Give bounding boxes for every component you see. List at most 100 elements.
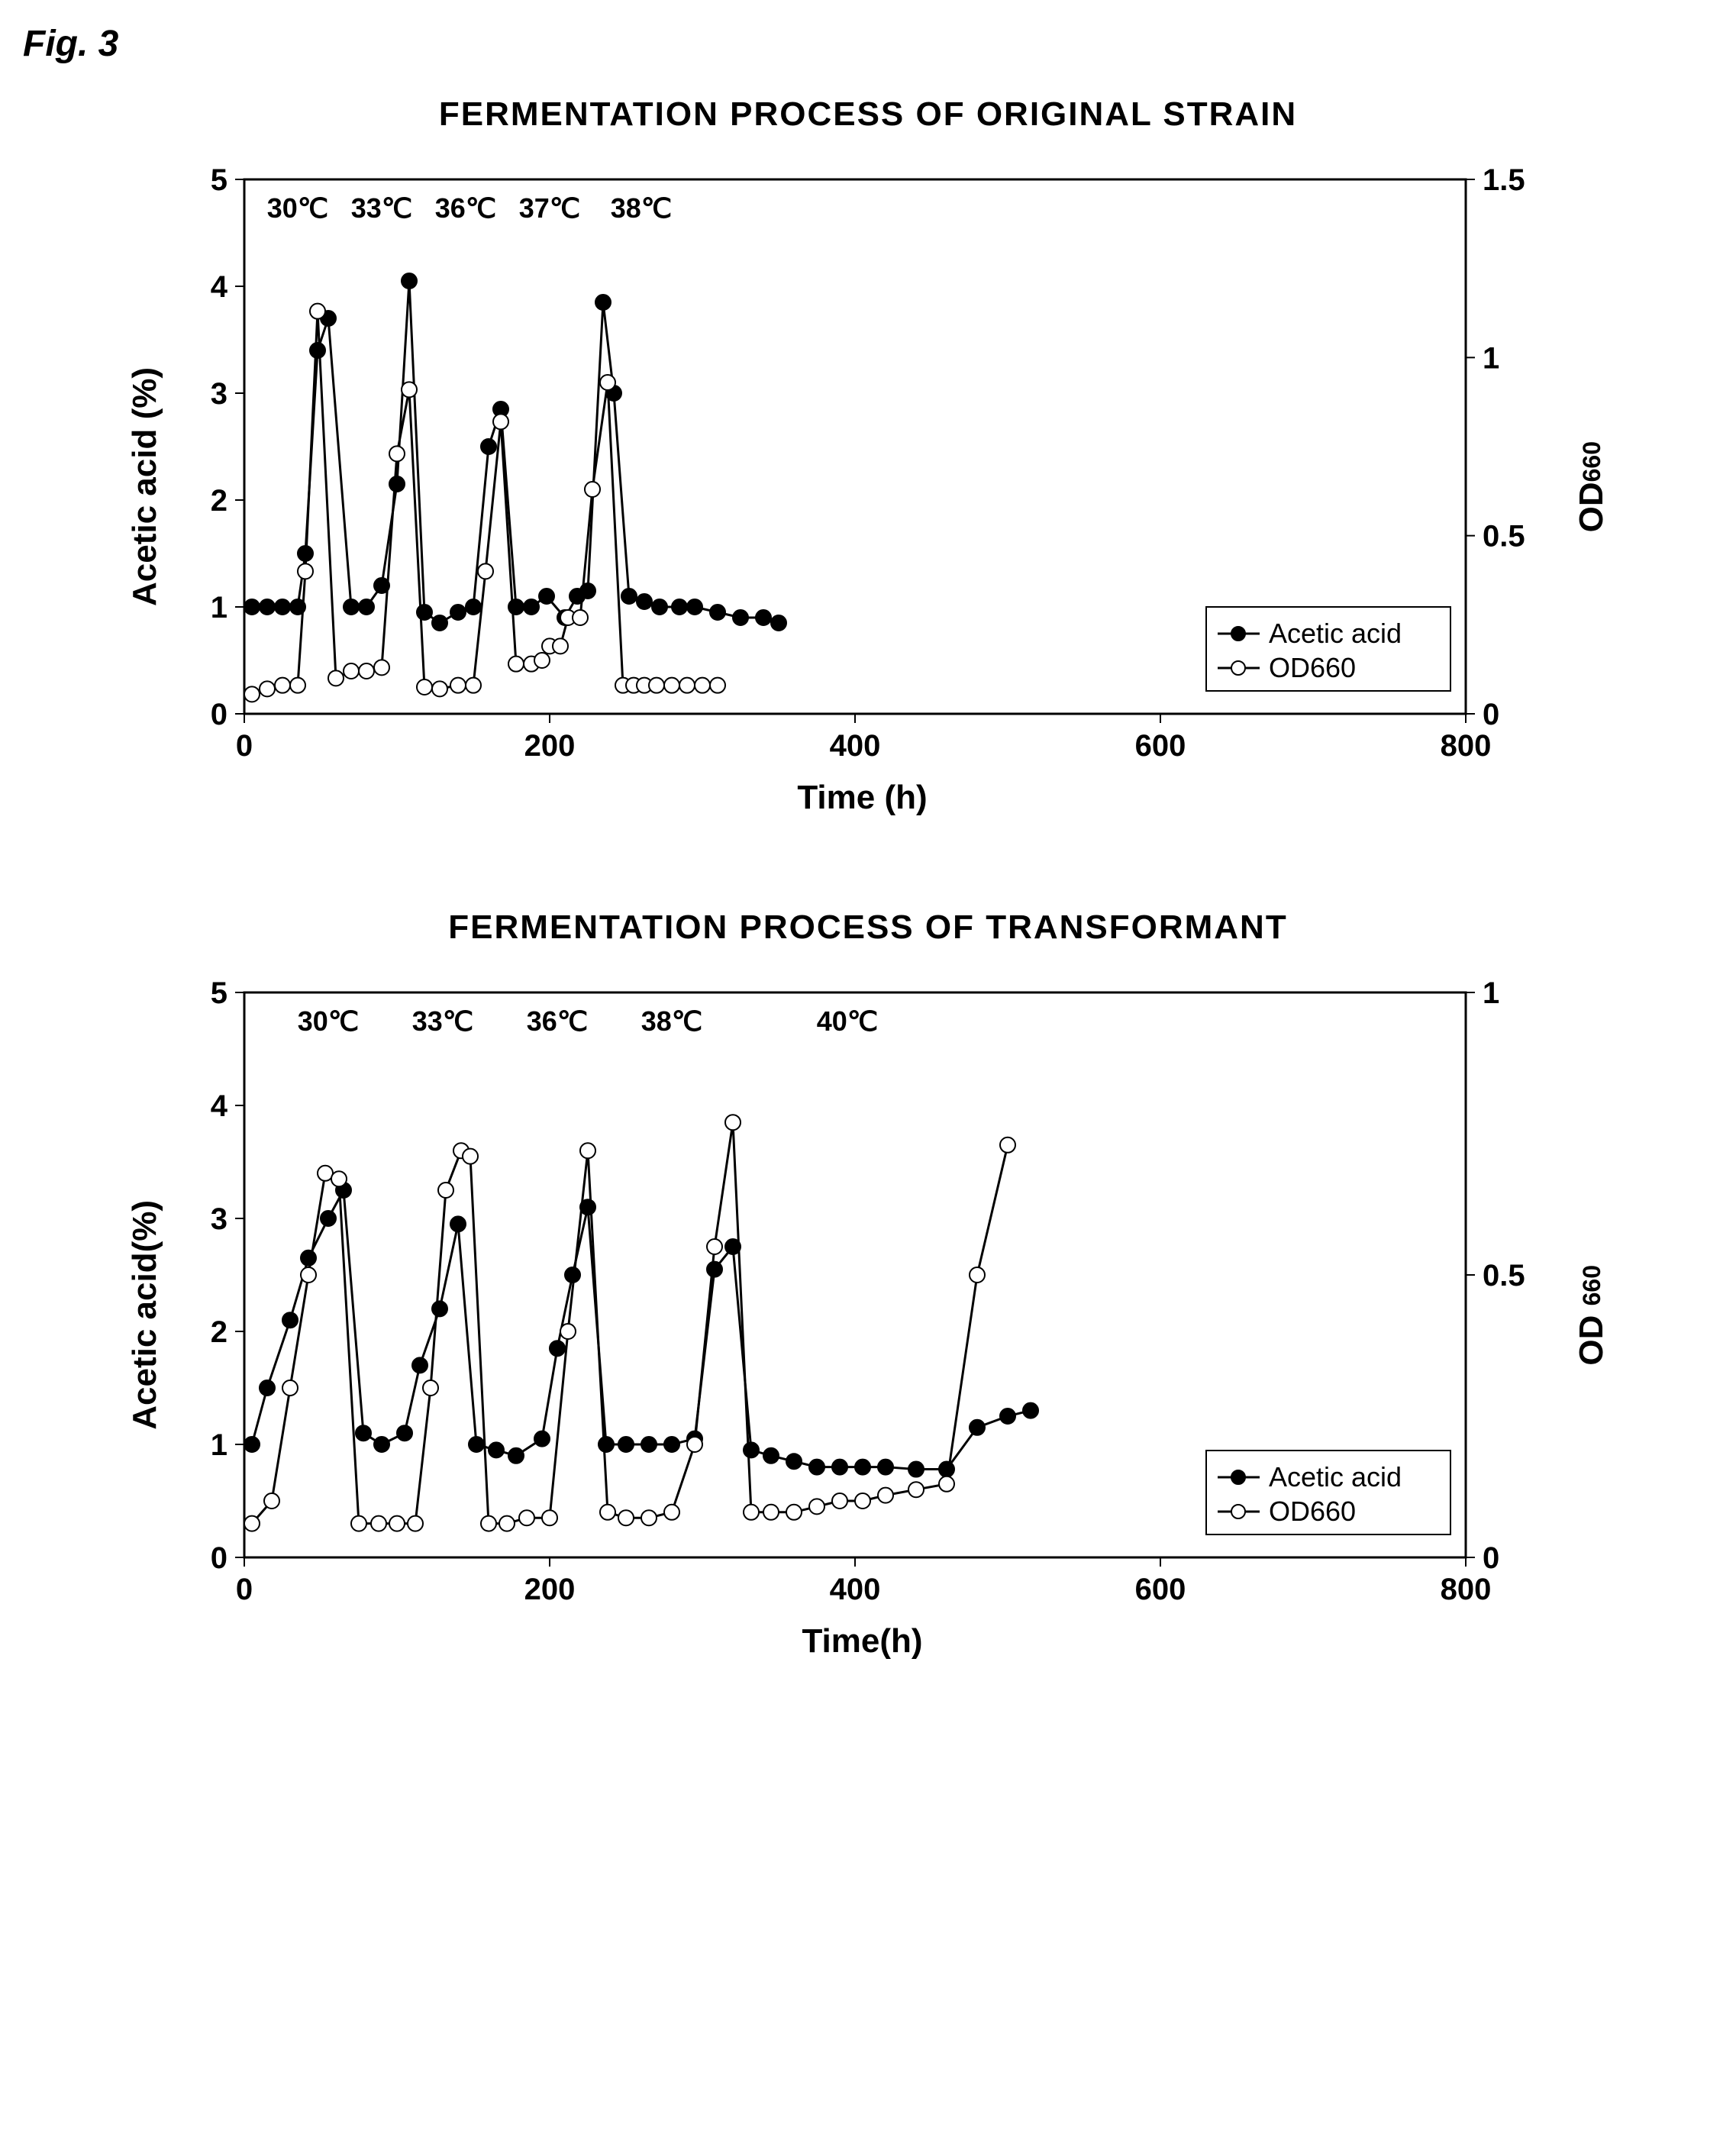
acetic-acid-marker xyxy=(481,439,496,454)
od660-marker xyxy=(878,1488,893,1503)
x-tick-label: 800 xyxy=(1440,729,1491,763)
acetic-acid-marker xyxy=(637,594,652,609)
od660-marker xyxy=(641,1510,657,1525)
od660-marker xyxy=(908,1482,924,1497)
od660-marker xyxy=(328,670,344,686)
yleft-tick-label: 3 xyxy=(210,1202,227,1236)
od660-marker xyxy=(542,1510,557,1525)
yright-tick-label: 0.5 xyxy=(1483,520,1525,553)
od660-marker xyxy=(707,1239,722,1254)
od660-marker xyxy=(534,653,550,668)
acetic-acid-marker xyxy=(599,1437,614,1452)
chart-1-container: 01234500.511.5020040060080030℃33℃36℃37℃3… xyxy=(168,157,1557,817)
acetic-acid-marker xyxy=(908,1462,924,1477)
acetic-acid-marker xyxy=(595,295,611,310)
od660-marker xyxy=(282,1380,298,1396)
chart-1-svg: 01234500.511.5020040060080030℃33℃36℃37℃3… xyxy=(168,157,1557,767)
od660-marker xyxy=(618,1510,634,1525)
od660-marker xyxy=(580,1143,595,1158)
od660-marker xyxy=(298,563,313,579)
od660-marker xyxy=(786,1505,802,1520)
od660-marker xyxy=(499,1516,515,1531)
x-tick-label: 0 xyxy=(235,729,252,763)
acetic-acid-marker xyxy=(389,476,405,492)
od660-marker xyxy=(260,681,275,696)
od660-marker xyxy=(264,1493,279,1509)
od660-marker xyxy=(463,1149,478,1164)
acetic-acid-marker xyxy=(344,599,359,615)
od660-marker xyxy=(508,657,524,672)
od660-marker xyxy=(371,1516,386,1531)
yright-tick-label: 0 xyxy=(1483,1541,1499,1575)
acetic-acid-marker xyxy=(275,599,290,615)
acetic-acid-marker xyxy=(260,599,275,615)
od660-marker xyxy=(389,1516,405,1531)
acetic-acid-marker xyxy=(508,1448,524,1463)
acetic-acid-marker xyxy=(707,1262,722,1277)
legend-marker-icon xyxy=(1231,627,1245,641)
acetic-acid-marker xyxy=(855,1460,870,1475)
od660-marker xyxy=(695,678,710,693)
temp-label: 37℃ xyxy=(518,192,579,224)
od660-marker xyxy=(493,414,508,429)
acetic-acid-marker xyxy=(466,599,481,615)
od660-marker xyxy=(1000,1138,1015,1153)
temp-label: 36℃ xyxy=(526,1005,587,1037)
acetic-acid-marker xyxy=(374,1437,389,1452)
acetic-acid-marker xyxy=(710,605,725,620)
od660-marker xyxy=(244,686,260,702)
x-tick-label: 400 xyxy=(829,729,880,763)
od660-marker xyxy=(763,1505,779,1520)
chart-2-yright-label: OD 660 xyxy=(1573,1265,1611,1366)
legend-label: Acetic acid xyxy=(1269,618,1402,649)
od660-marker xyxy=(389,446,405,461)
x-tick-label: 400 xyxy=(829,1573,880,1606)
x-tick-label: 800 xyxy=(1440,1573,1491,1606)
chart-2-block: FERMENTATION PROCESS OF TRANSFORMANT Ace… xyxy=(23,908,1713,1660)
acetic-acid-marker xyxy=(786,1454,802,1469)
od660-marker xyxy=(301,1267,316,1283)
acetic-acid-marker xyxy=(432,1301,447,1316)
acetic-acid-marker xyxy=(244,599,260,615)
chart-1-yright-label: OD660 xyxy=(1573,441,1611,532)
yright-tick-label: 1 xyxy=(1483,976,1499,1010)
legend-label: OD660 xyxy=(1269,1496,1356,1527)
od660-marker xyxy=(481,1516,496,1531)
od660-marker xyxy=(374,660,389,675)
acetic-acid-marker xyxy=(310,343,325,358)
acetic-acid-marker xyxy=(417,605,432,620)
temp-label: 30℃ xyxy=(297,1005,358,1037)
od660-marker xyxy=(351,1516,366,1531)
acetic-acid-marker xyxy=(733,610,748,625)
yleft-tick-label: 2 xyxy=(210,484,227,518)
od660-marker xyxy=(359,663,374,679)
yleft-tick-label: 4 xyxy=(210,270,227,304)
od660-marker xyxy=(519,1510,534,1525)
legend-marker-icon xyxy=(1231,661,1245,675)
acetic-acid-marker xyxy=(450,1216,466,1231)
acetic-acid-marker xyxy=(878,1460,893,1475)
od660-marker xyxy=(600,375,615,390)
acetic-acid-marker xyxy=(641,1437,657,1452)
acetic-acid-marker xyxy=(260,1380,275,1396)
acetic-acid-marker xyxy=(412,1357,428,1373)
x-tick-label: 0 xyxy=(235,1573,252,1606)
od660-marker xyxy=(560,1324,576,1339)
yleft-tick-label: 3 xyxy=(210,377,227,411)
temp-label: 33℃ xyxy=(350,192,411,224)
acetic-acid-marker xyxy=(687,599,702,615)
od660-marker xyxy=(725,1115,741,1130)
acetic-acid-marker xyxy=(508,599,524,615)
temp-label: 33℃ xyxy=(411,1005,473,1037)
od660-marker xyxy=(970,1267,985,1283)
yleft-tick-label: 4 xyxy=(210,1089,227,1123)
od660-marker xyxy=(687,1437,702,1452)
acetic-acid-marker xyxy=(832,1460,847,1475)
od660-marker xyxy=(450,678,466,693)
acetic-acid-marker xyxy=(402,273,417,289)
yleft-tick-label: 5 xyxy=(210,976,227,1010)
x-tick-label: 200 xyxy=(524,729,575,763)
x-tick-label: 600 xyxy=(1134,729,1186,763)
acetic-acid-marker xyxy=(621,589,637,604)
temp-label: 36℃ xyxy=(434,192,495,224)
